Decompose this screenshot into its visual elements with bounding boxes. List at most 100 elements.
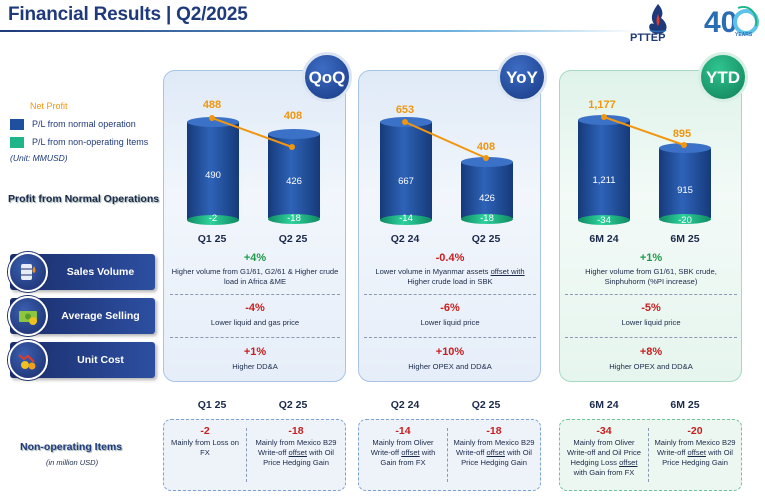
qoq-sales-volume-change: +4% <box>243 252 267 264</box>
yoy-sales-volume-change: -0.4% <box>435 252 465 264</box>
ytd-selling-price-change: -5% <box>641 302 661 314</box>
driver-sales-volume: Sales Volume <box>8 252 155 292</box>
ytd-nonop-1: -34 <box>597 215 611 226</box>
legend-net-profit: Net Profit <box>30 101 68 111</box>
chart-legend: Net Profit P/L from normal operation P/L… <box>10 97 148 163</box>
cost-chart-icon <box>18 354 36 370</box>
legend-swatch-normal <box>10 118 24 130</box>
ytd-selling-price-desc: Lower liquid price <box>621 318 681 327</box>
divider <box>648 428 649 482</box>
divider <box>170 294 340 295</box>
driver-label: Unit Cost <box>77 354 124 366</box>
qoq-unit-cost-desc: Higher DD&A <box>232 362 278 371</box>
divider <box>565 337 737 338</box>
legend-non-operating: P/L from non-operating Items <box>10 133 148 151</box>
yoy-selling-price-change: -6% <box>440 302 460 314</box>
yoy-bar-q2-24 <box>380 117 432 225</box>
qoq-selling-price-change: -4% <box>245 302 265 314</box>
qoq-period-2: Q2 25 <box>278 233 308 245</box>
profit-normal-operations-title: Profit from Normal Operations <box>8 193 160 205</box>
qoq-normal-2: 426 <box>286 176 302 187</box>
qoq-bar-q1-25 <box>187 117 239 225</box>
40-years-anniversary-logo-icon: 40 <box>704 6 759 39</box>
pttep-flame-logo-icon <box>649 4 667 34</box>
yoy-nonop-item-1: -14 Mainly from Oliver Write-off offset … <box>370 425 436 467</box>
ytd-badge: YTD <box>698 52 748 102</box>
qoq-period-1: Q1 25 <box>197 233 227 245</box>
yoy-selling-price-desc: Lower liquid price <box>420 318 480 327</box>
non-operating-unit: (in million USD) <box>46 458 99 467</box>
money-icon <box>19 311 37 325</box>
company-logo-text: PTTEP <box>630 32 666 44</box>
yoy-nonop-period-2: Q2 25 <box>471 399 501 411</box>
yoy-nonop-1: -14 <box>399 213 413 224</box>
yoy-nonop-2: -18 <box>480 213 494 224</box>
qoq-net-profit-1: 488 <box>202 99 222 111</box>
yoy-unit-cost-desc: Higher OPEX and DD&A <box>408 362 492 371</box>
anniversary-number: 40 <box>704 6 737 39</box>
legend-swatch-non-operating <box>10 136 24 148</box>
yoy-unit-cost-change: +10% <box>435 346 465 358</box>
yoy-nonop-period-1: Q2 24 <box>390 399 420 411</box>
ytd-net-profit-2: 895 <box>672 128 692 140</box>
yoy-normal-2: 426 <box>479 193 495 204</box>
divider <box>565 294 737 295</box>
ytd-nonop-item-1: -34 Mainly from Oliver Write-off and Oil… <box>567 425 641 477</box>
qoq-normal-1: 490 <box>205 170 221 181</box>
yoy-nonop-item-2: -18 Mainly from Mexico B29 Write-off off… <box>453 425 535 467</box>
non-operating-title: Non-operating Items <box>20 441 123 453</box>
qoq-nonop-1: -2 <box>208 213 218 224</box>
qoq-sales-volume-desc: Higher volume from G1/61, G2/61 & Higher… <box>171 267 339 286</box>
yoy-net-profit-1: 653 <box>395 104 415 116</box>
ytd-bar-6m-25 <box>659 143 711 224</box>
yoy-sales-volume-desc: Lower volume in Myanmar assets offset wi… <box>375 267 525 286</box>
qoq-nonop-item-2: -18 Mainly from Mexico B29 Write-off off… <box>255 425 337 467</box>
ytd-nonop-period-1: 6M 24 <box>589 399 619 411</box>
ytd-nonop-2: -20 <box>678 215 692 226</box>
yoy-badge: YoY <box>497 52 547 102</box>
qoq-nonop-item-1: -2 Mainly from Loss on FX <box>171 425 239 457</box>
legend-non-operating-label: P/L from non-operating Items <box>32 137 149 147</box>
legend-unit: (Unit: MMUSD) <box>10 153 68 163</box>
ytd-unit-cost-desc: Higher OPEX and DD&A <box>609 362 693 371</box>
divider <box>170 337 340 338</box>
divider <box>246 428 247 482</box>
qoq-nonop-period-2: Q2 25 <box>278 399 308 411</box>
ytd-nonop-box: -34 Mainly from Oliver Write-off and Oil… <box>559 419 742 491</box>
ytd-nonop-item-2: -20 Mainly from Mexico B29 Write-off off… <box>654 425 736 467</box>
ytd-sales-volume-desc: Higher volume from G1/61, SBK crude, Sin… <box>585 267 717 286</box>
ytd-bar-6m-24 <box>578 115 630 225</box>
ytd-net-profit-1: 1,177 <box>588 99 616 111</box>
driver-average-selling-price: Average Selling Price <box>8 296 155 358</box>
ytd-nonop-period-2: 6M 25 <box>670 399 700 411</box>
divider <box>364 337 536 338</box>
yoy-normal-1: 667 <box>398 176 414 187</box>
qoq-net-profit-2: 408 <box>283 110 303 122</box>
yoy-net-profit-2: 408 <box>476 141 496 153</box>
title-underline <box>0 30 640 32</box>
qoq-selling-price-desc: Lower liquid and gas price <box>210 318 300 327</box>
oil-barrel-icon <box>21 264 36 280</box>
yoy-period-1: Q2 24 <box>390 233 420 245</box>
driver-unit-cost: Unit Cost <box>8 340 155 380</box>
yoy-nonop-box: -14 Mainly from Oliver Write-off offset … <box>358 419 541 491</box>
divider <box>447 428 448 482</box>
page-title: Financial Results | Q2/2025 <box>8 4 248 25</box>
legend-normal-label: P/L from normal operation <box>32 119 136 129</box>
qoq-nonop-period-1: Q1 25 <box>197 399 227 411</box>
ytd-period-2: 6M 25 <box>670 233 700 245</box>
anniversary-years-label: YEARS <box>735 32 753 38</box>
qoq-badge: QoQ <box>302 52 352 102</box>
qoq-nonop-2: -18 <box>287 213 301 224</box>
driver-label: Sales Volume <box>66 266 135 278</box>
ytd-normal-2: 915 <box>677 185 693 196</box>
legend-normal-operation: P/L from normal operation <box>10 115 148 133</box>
ytd-sales-volume-change: +1% <box>639 252 663 264</box>
divider <box>364 294 536 295</box>
ytd-normal-1: 1,211 <box>592 175 616 186</box>
yoy-period-2: Q2 25 <box>471 233 501 245</box>
qoq-unit-cost-change: +1% <box>243 346 267 358</box>
yoy-bar-q2-25 <box>461 157 513 224</box>
qoq-nonop-box: -2 Mainly from Loss on FX -18 Mainly fro… <box>163 419 346 491</box>
ytd-unit-cost-change: +8% <box>639 346 663 358</box>
